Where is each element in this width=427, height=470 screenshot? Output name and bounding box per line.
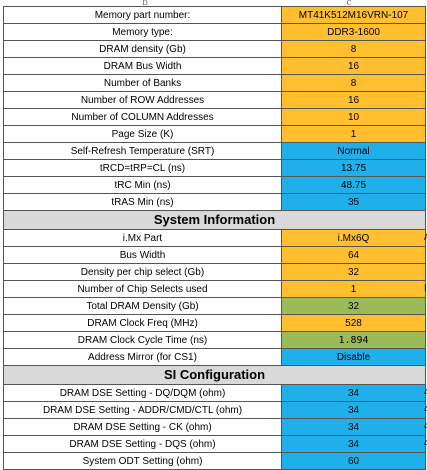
table-row: Number of Banks 8: [3, 74, 426, 92]
table-row: tRCD=tRP=CL (ns) 13.75: [3, 159, 426, 177]
parameter-value-cell[interactable]: 528: [281, 314, 426, 332]
table-row: Number of Chip Selects used 1: [3, 280, 426, 298]
overflow-cell-text: 4: [424, 404, 427, 414]
parameter-label-cell[interactable]: Density per chip select (Gb): [3, 263, 282, 281]
table-row: DRAM Clock Cycle Time (ns) 1.894: [3, 331, 426, 349]
section-header[interactable]: SI Configuration: [3, 365, 426, 385]
table-row: tRAS Min (ns) 35: [3, 193, 426, 211]
parameter-value-cell[interactable]: 35: [281, 193, 426, 211]
parameter-value-cell[interactable]: 48.75: [281, 176, 426, 194]
column-header-b[interactable]: b: [142, 0, 148, 6]
overflow-cell-text: 4: [424, 438, 427, 448]
parameter-label-cell[interactable]: DRAM Bus Width: [3, 57, 282, 75]
memory-config-table: Memory part number: MT41K512M16VRN-107 Mem…: [3, 6, 426, 470]
parameter-label-cell[interactable]: tRCD=tRP=CL (ns): [3, 159, 282, 177]
table-row: System ODT Setting (ohm) 60: [3, 452, 426, 470]
parameter-value-cell[interactable]: 8: [281, 74, 426, 92]
parameter-label-cell[interactable]: Self-Refresh Temperature (SRT): [3, 142, 282, 160]
overflow-cell-text: 4: [424, 421, 427, 431]
table-row: DRAM DSE Setting - CK (ohm) 34: [3, 418, 426, 436]
table-row: Address Mirror (for CS1) Disable: [3, 348, 426, 366]
parameter-label-cell[interactable]: DRAM Clock Freq (MHz): [3, 314, 282, 332]
parameter-value-cell[interactable]: 1.894: [281, 331, 426, 349]
parameter-label-cell[interactable]: Memory part number:: [3, 6, 282, 24]
parameter-value-cell[interactable]: MT41K512M16VRN-107: [281, 6, 426, 24]
table-row: Number of COLUMN Addresses 10: [3, 108, 426, 126]
table-row: DRAM density (Gb) 8: [3, 40, 426, 58]
table-row: Total DRAM Density (Gb) 32: [3, 297, 426, 315]
table-row: DRAM DSE Setting - DQS (ohm) 34: [3, 435, 426, 453]
parameter-value-cell[interactable]: Normal: [281, 142, 426, 160]
section-header[interactable]: System Information: [3, 210, 426, 230]
section-header-row: System Information: [3, 210, 426, 230]
parameter-value-cell[interactable]: 8: [281, 40, 426, 58]
table-row: tRC Min (ns) 48.75: [3, 176, 426, 194]
parameter-label-cell[interactable]: DRAM density (Gb): [3, 40, 282, 58]
table-row: i.Mx Part i.Mx6Q: [3, 229, 426, 247]
parameter-label-cell[interactable]: Number of COLUMN Addresses: [3, 108, 282, 126]
parameter-label-cell[interactable]: Page Size (K): [3, 125, 282, 143]
column-header-c[interactable]: c: [346, 0, 352, 6]
overflow-cell-text: A: [424, 232, 427, 242]
table-row: DRAM Clock Freq (MHz) 528: [3, 314, 426, 332]
table-row: DRAM Bus Width 16: [3, 57, 426, 75]
parameter-label-cell[interactable]: tRAS Min (ns): [3, 193, 282, 211]
parameter-value-cell[interactable]: 34: [281, 435, 426, 453]
parameter-label-cell[interactable]: Bus Width: [3, 246, 282, 264]
parameter-label-cell[interactable]: DRAM DSE Setting - DQ/DQM (ohm): [3, 384, 282, 402]
table-row: Density per chip select (Gb) 32: [3, 263, 426, 281]
table-row: DRAM DSE Setting - DQ/DQM (ohm) 34: [3, 384, 426, 402]
parameter-value-cell[interactable]: 34: [281, 401, 426, 419]
parameter-value-cell[interactable]: 34: [281, 418, 426, 436]
parameter-value-cell[interactable]: 16: [281, 91, 426, 109]
parameter-label-cell[interactable]: Total DRAM Density (Gb): [3, 297, 282, 315]
parameter-label-cell[interactable]: DRAM DSE Setting - CK (ohm): [3, 418, 282, 436]
table-row: DRAM DSE Setting - ADDR/CMD/CTL (ohm) 34: [3, 401, 426, 419]
parameter-value-cell[interactable]: 13.75: [281, 159, 426, 177]
parameter-value-cell[interactable]: 34: [281, 384, 426, 402]
parameter-label-cell[interactable]: i.Mx Part: [3, 229, 282, 247]
parameter-label-cell[interactable]: DRAM DSE Setting - ADDR/CMD/CTL (ohm): [3, 401, 282, 419]
parameter-label-cell[interactable]: System ODT Setting (ohm): [3, 452, 282, 470]
parameter-value-cell[interactable]: 60: [281, 452, 426, 470]
table-row: Self-Refresh Temperature (SRT) Normal: [3, 142, 426, 160]
overflow-cell-text: 4: [424, 387, 427, 397]
overflow-cell-text: I: [424, 283, 427, 293]
parameter-label-cell[interactable]: Number of Banks: [3, 74, 282, 92]
parameter-value-cell[interactable]: Disable: [281, 348, 426, 366]
parameter-label-cell[interactable]: tRC Min (ns): [3, 176, 282, 194]
parameter-value-cell[interactable]: DDR3-1600: [281, 23, 426, 41]
parameter-value-cell[interactable]: 10: [281, 108, 426, 126]
parameter-value-cell[interactable]: 64: [281, 246, 426, 264]
table-row: Memory type: DDR3-1600: [3, 23, 426, 41]
parameter-value-cell[interactable]: i.Mx6Q: [281, 229, 426, 247]
parameter-value-cell[interactable]: 16: [281, 57, 426, 75]
parameter-label-cell[interactable]: Memory type:: [3, 23, 282, 41]
parameter-label-cell[interactable]: DRAM DSE Setting - DQS (ohm): [3, 435, 282, 453]
table-row: Page Size (K) 1: [3, 125, 426, 143]
table-row: Number of ROW Addresses 16: [3, 91, 426, 109]
table-row: Memory part number: MT41K512M16VRN-107: [3, 6, 426, 24]
table-row: Bus Width 64: [3, 246, 426, 264]
parameter-value-cell[interactable]: 32: [281, 263, 426, 281]
parameter-value-cell[interactable]: 1: [281, 125, 426, 143]
parameter-label-cell[interactable]: DRAM Clock Cycle Time (ns): [3, 331, 282, 349]
parameter-value-cell[interactable]: 1: [281, 280, 426, 298]
spreadsheet: b c Memory part number: MT41K512M16VRN-10…: [3, 0, 427, 470]
parameter-label-cell[interactable]: Number of Chip Selects used: [3, 280, 282, 298]
parameter-value-cell[interactable]: 32: [281, 297, 426, 315]
parameter-label-cell[interactable]: Address Mirror (for CS1): [3, 348, 282, 366]
parameter-label-cell[interactable]: Number of ROW Addresses: [3, 91, 282, 109]
section-header-row: SI Configuration: [3, 365, 426, 385]
